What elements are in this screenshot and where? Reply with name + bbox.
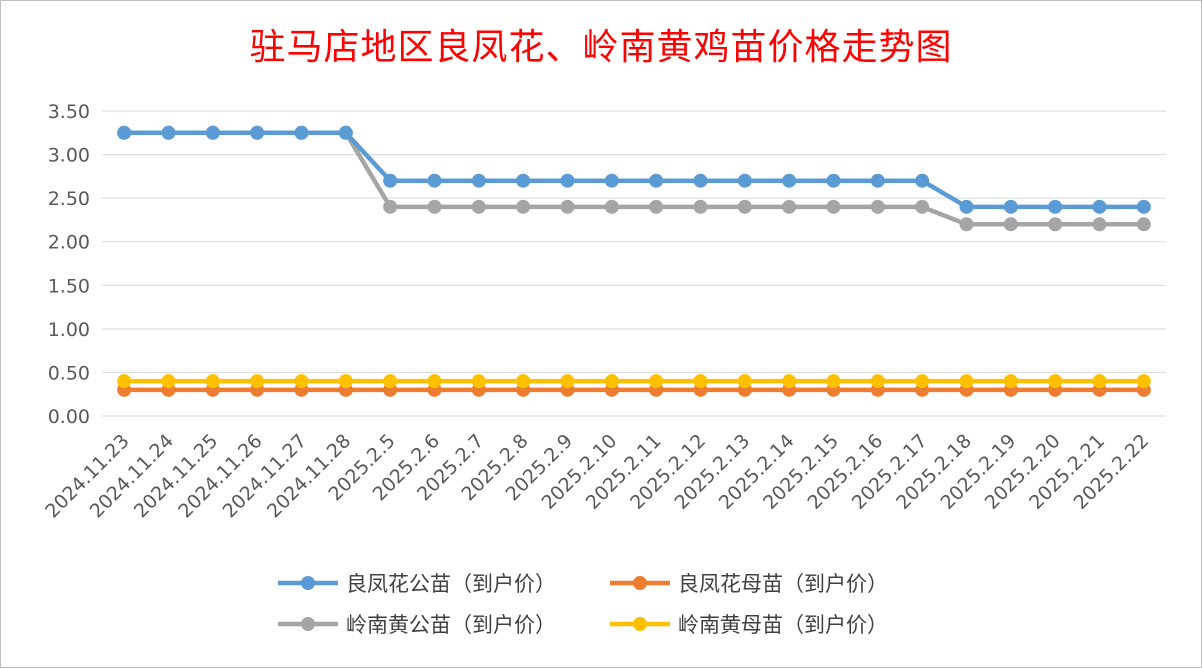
data-point: [826, 199, 841, 214]
data-point: [870, 374, 885, 389]
data-point: [250, 125, 265, 140]
series-1: [117, 125, 1151, 214]
data-point: [604, 199, 619, 214]
legend-item: 岭南黄母苗（到户价）: [610, 613, 888, 637]
data-point: [915, 374, 930, 389]
legend-label: 岭南黄公苗（到户价）: [346, 613, 556, 637]
data-point: [560, 199, 575, 214]
data-point: [560, 173, 575, 188]
data-point: [1092, 217, 1107, 232]
data-point: [471, 374, 486, 389]
data-point: [427, 199, 442, 214]
data-point: [471, 173, 486, 188]
data-point: [516, 374, 531, 389]
y-tick-label: 2.00: [48, 232, 90, 254]
data-point: [826, 173, 841, 188]
y-tick-label: 3.00: [48, 145, 90, 167]
data-point: [1048, 217, 1063, 232]
data-point: [737, 173, 752, 188]
data-point: [427, 173, 442, 188]
data-point: [1003, 374, 1018, 389]
data-point: [959, 199, 974, 214]
data-point: [117, 374, 132, 389]
data-point: [427, 374, 442, 389]
series-line: [124, 130, 1144, 210]
legend-marker: [301, 617, 315, 631]
data-point: [693, 173, 708, 188]
data-point: [782, 374, 797, 389]
data-point: [516, 199, 531, 214]
data-point: [516, 173, 531, 188]
y-tick-label: 0.50: [48, 362, 90, 384]
legend-marker: [633, 617, 647, 631]
data-point: [1048, 374, 1063, 389]
legend-marker: [633, 576, 647, 590]
legend-marker: [301, 576, 315, 590]
data-point: [1048, 199, 1063, 214]
legend: 良凤花公苗（到户价） 良凤花母苗（到户价） 岭南黄公苗（到户价） 岭南黄母苗（到户价）: [278, 572, 888, 637]
data-point: [915, 199, 930, 214]
data-point: [604, 374, 619, 389]
data-point: [959, 217, 974, 232]
chart-title: 驻马店地区良凤花、岭南黄鸡苗价格走势图: [249, 27, 953, 68]
data-point: [1136, 374, 1151, 389]
legend-item: 良凤花公苗（到户价）: [278, 572, 556, 596]
y-tick-label: 2.50: [48, 188, 90, 210]
legend-item: 岭南黄公苗（到户价）: [278, 613, 556, 637]
data-point: [338, 374, 353, 389]
data-point: [870, 199, 885, 214]
data-point: [604, 173, 619, 188]
legend-item: 良凤花母苗（到户价）: [610, 572, 888, 596]
legend-label: 岭南黄母苗（到户价）: [678, 613, 888, 637]
data-point: [205, 374, 220, 389]
data-point: [1003, 199, 1018, 214]
data-point: [693, 199, 708, 214]
data-point: [826, 374, 841, 389]
data-point: [649, 199, 664, 214]
data-point: [294, 374, 309, 389]
data-point: [693, 374, 708, 389]
data-point: [737, 199, 752, 214]
data-point: [737, 374, 752, 389]
data-point: [782, 173, 797, 188]
data-point: [915, 173, 930, 188]
data-point: [294, 125, 309, 140]
y-axis-ticks: 0.00 0.50 1.00 1.50 2.00 2.50 3.00 3.50: [48, 101, 90, 428]
series-2: [117, 382, 1151, 397]
data-point: [1136, 217, 1151, 232]
data-point: [161, 125, 176, 140]
data-point: [250, 374, 265, 389]
data-point: [1092, 199, 1107, 214]
data-point: [383, 199, 398, 214]
data-point: [1136, 199, 1151, 214]
data-point: [338, 125, 353, 140]
data-point: [649, 374, 664, 389]
data-point: [959, 374, 974, 389]
data-point: [161, 374, 176, 389]
series-4: [117, 374, 1151, 389]
data-point: [383, 173, 398, 188]
x-axis-ticks: 2024.11.232024.11.242024.11.252024.11.26…: [41, 430, 1153, 522]
data-point: [1092, 374, 1107, 389]
data-point: [117, 125, 132, 140]
y-tick-label: 3.50: [48, 101, 90, 123]
data-point: [782, 199, 797, 214]
legend-label: 良凤花母苗（到户价）: [678, 572, 888, 596]
data-point: [560, 374, 575, 389]
legend-label: 良凤花公苗（到户价）: [346, 572, 556, 596]
data-point: [649, 173, 664, 188]
series-layer: [117, 125, 1151, 397]
data-point: [205, 125, 220, 140]
gridlines: [102, 110, 1166, 417]
data-point: [870, 173, 885, 188]
y-tick-label: 1.50: [48, 275, 90, 297]
data-point: [1003, 217, 1018, 232]
data-point: [383, 374, 398, 389]
y-tick-label: 1.00: [48, 319, 90, 341]
y-tick-label: 0.00: [48, 406, 90, 428]
data-point: [471, 199, 486, 214]
